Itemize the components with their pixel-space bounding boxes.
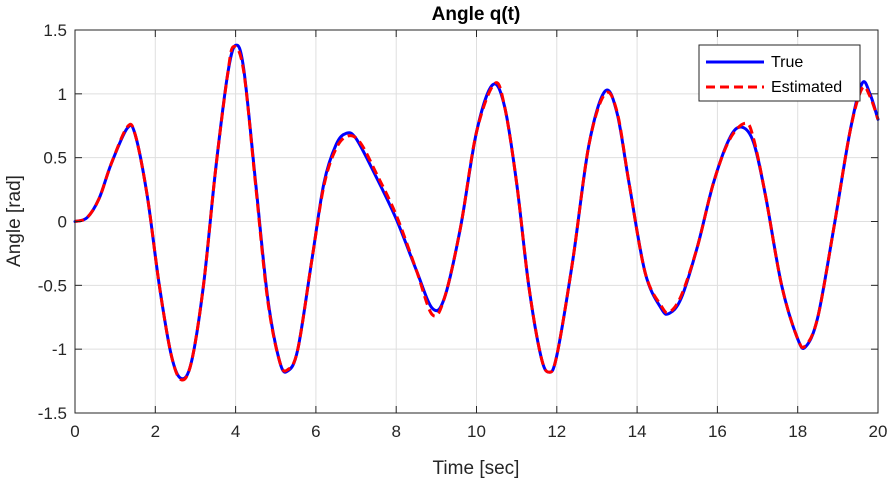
- x-tick-label: 16: [708, 422, 727, 441]
- x-tick-label: 4: [231, 422, 240, 441]
- legend: True Estimated: [698, 44, 861, 102]
- x-tick-label: 18: [788, 422, 807, 441]
- x-tick-label: 12: [547, 422, 566, 441]
- y-tick-label: -1: [52, 340, 67, 359]
- series-line-estimated: [74, 45, 880, 382]
- axis-ticks: 0 2 4 6 8 10 12 14 16 18 20 -1.5 -1 -0.5 0 0.5 1 1.5: [38, 21, 888, 441]
- x-axis-label: Time [sec]: [433, 458, 520, 479]
- y-tick-label: 1: [58, 85, 67, 104]
- legend-label-estimated: Estimated: [771, 79, 842, 96]
- y-tick-label: 0.5: [43, 149, 67, 168]
- x-tick-label: 2: [151, 422, 160, 441]
- chart-title: Angle q(t): [432, 4, 521, 25]
- y-tick-label: -0.5: [38, 276, 67, 295]
- series-lines: [73, 43, 880, 382]
- y-axis-label: Angle [rad]: [4, 175, 25, 267]
- x-tick-label: 6: [311, 422, 320, 441]
- y-tick-label: 0: [58, 213, 67, 232]
- x-tick-label: 20: [869, 422, 888, 441]
- legend-label-true: True: [771, 54, 803, 71]
- x-tick-label: 14: [628, 422, 647, 441]
- legend-box: [698, 44, 861, 102]
- x-tick-label: 10: [467, 422, 486, 441]
- y-tick-label: 1.5: [43, 21, 67, 40]
- x-tick-label: 0: [70, 422, 79, 441]
- y-tick-label: -1.5: [38, 404, 67, 423]
- x-tick-label: 8: [391, 422, 400, 441]
